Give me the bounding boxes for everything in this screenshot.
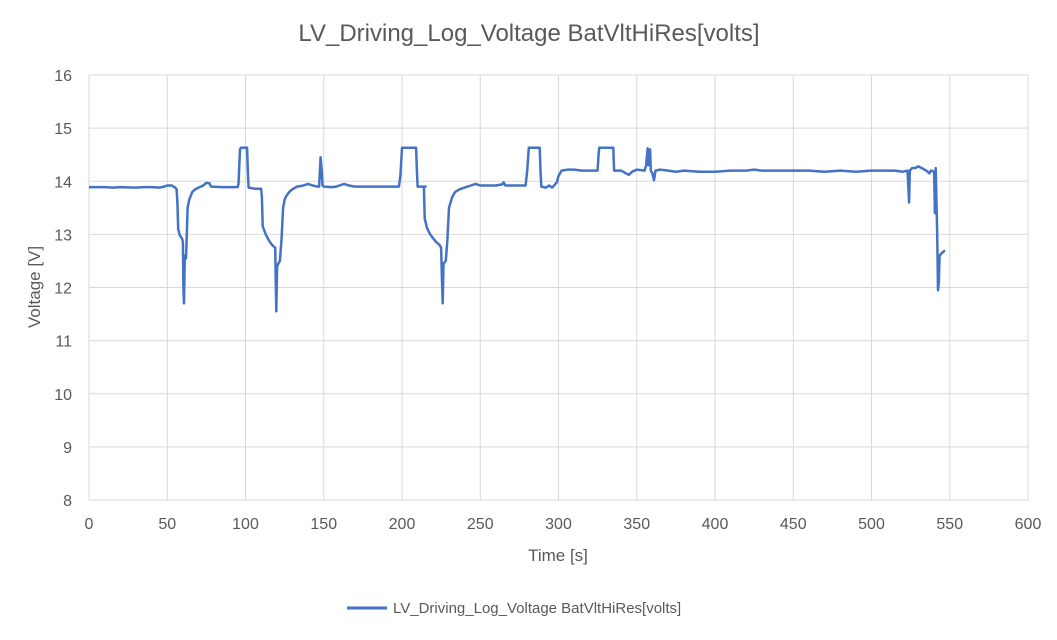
y-tick-label: 11 <box>55 334 72 351</box>
y-axis-title: Voltage [V] <box>25 246 44 328</box>
series-line <box>89 146 946 313</box>
x-tick-label: 450 <box>780 516 807 533</box>
x-tick-label: 250 <box>467 516 494 533</box>
gridlines <box>88 74 1029 501</box>
series-layer <box>89 146 946 313</box>
x-tick-label: 200 <box>389 516 416 533</box>
x-tick-label: 350 <box>623 516 650 533</box>
x-axis-title: Time [s] <box>528 546 588 565</box>
x-tick-label: 500 <box>858 516 885 533</box>
x-tick-label: 550 <box>936 516 963 533</box>
y-axis-ticks: 8 9 10 11 12 13 14 15 16 <box>54 68 72 510</box>
x-tick-label: 150 <box>310 516 337 533</box>
y-tick-label: 12 <box>54 281 72 298</box>
legend: LV_Driving_Log_Voltage BatVltHiRes[volts… <box>347 600 681 617</box>
x-axis-ticks: 0 50 100 150 200 250 300 350 400 450 500 550 600 <box>85 516 1042 533</box>
y-tick-label: 10 <box>54 387 72 404</box>
y-tick-label: 8 <box>63 493 72 510</box>
x-tick-label: 600 <box>1015 516 1042 533</box>
y-tick-label: 15 <box>54 121 72 138</box>
y-tick-label: 16 <box>54 68 72 85</box>
chart-title: LV_Driving_Log_Voltage BatVltHiRes[volts… <box>298 20 759 47</box>
x-tick-label: 50 <box>158 516 176 533</box>
x-tick-label: 0 <box>85 516 94 533</box>
y-tick-label: 9 <box>63 440 72 457</box>
y-tick-label: 14 <box>54 174 72 191</box>
x-tick-label: 100 <box>232 516 259 533</box>
legend-label: LV_Driving_Log_Voltage BatVltHiRes[volts… <box>393 600 681 617</box>
x-tick-label: 300 <box>545 516 572 533</box>
x-tick-label: 400 <box>702 516 729 533</box>
y-tick-label: 13 <box>54 227 72 244</box>
